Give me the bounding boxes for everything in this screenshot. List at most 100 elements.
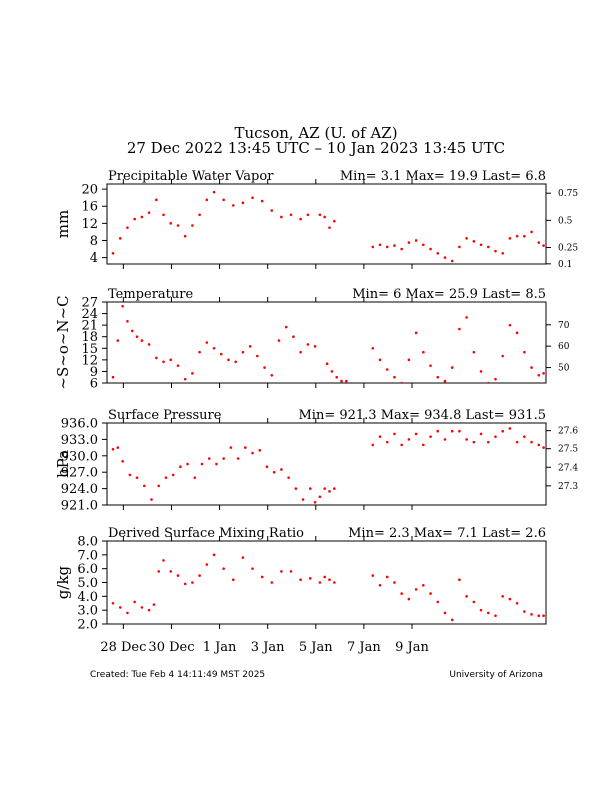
data-point — [393, 581, 396, 584]
data-point — [422, 443, 425, 447]
data-point — [393, 432, 396, 436]
y-tick-label: 21 — [81, 319, 98, 334]
data-point — [198, 350, 201, 354]
panel-title: Temperature — [108, 287, 193, 302]
panel-title: Surface Pressure — [108, 408, 222, 423]
data-point — [436, 375, 440, 379]
chart-title: Tucson, AZ (U. of AZ) — [234, 124, 397, 142]
data-point — [140, 215, 144, 219]
data-point — [318, 213, 322, 217]
data-point — [313, 345, 317, 348]
data-point — [414, 331, 418, 335]
data-series — [111, 190, 545, 263]
data-point — [429, 247, 432, 251]
data-point — [205, 563, 209, 566]
data-point — [330, 370, 334, 373]
data-point — [378, 243, 382, 247]
chart-subtitle: 27 Dec 2022 13:45 UTC – 10 Jan 2023 13:4… — [127, 139, 505, 157]
data-point — [414, 432, 418, 436]
y2-tick-label: 0.1 — [558, 260, 572, 270]
data-series — [111, 427, 545, 504]
data-point — [436, 429, 440, 433]
data-point — [318, 495, 322, 499]
data-point — [260, 575, 264, 579]
y-tick-label: 27 — [81, 296, 98, 311]
data-point — [479, 432, 483, 436]
data-point — [530, 230, 533, 234]
data-point — [270, 581, 274, 584]
y-tick-label: 924.0 — [61, 482, 98, 497]
y-tick-label: 7.0 — [77, 548, 98, 563]
data-point — [133, 600, 136, 604]
data-point — [222, 198, 225, 202]
data-point — [169, 358, 173, 362]
y-tick-label: 936.0 — [61, 417, 98, 432]
data-point — [140, 606, 144, 609]
data-point — [494, 435, 497, 438]
y2-tick-label: 70 — [558, 321, 570, 331]
data-point — [458, 429, 461, 433]
data-point — [335, 375, 339, 379]
data-point — [537, 241, 541, 244]
data-point — [328, 490, 331, 493]
data-point — [508, 323, 512, 327]
data-point — [472, 440, 476, 444]
data-point — [251, 196, 254, 199]
data-point — [515, 440, 519, 444]
data-point — [429, 364, 432, 367]
data-point — [436, 252, 440, 255]
data-point — [479, 608, 483, 612]
data-point — [422, 350, 425, 354]
institution-label: University of Arizona — [449, 670, 543, 680]
plot-frame — [106, 540, 547, 625]
data-point — [450, 618, 454, 622]
y-tick-label: 15 — [81, 342, 98, 357]
data-point — [308, 577, 312, 580]
data-point — [345, 379, 348, 383]
data-point — [400, 381, 403, 383]
data-point — [241, 556, 245, 559]
data-point — [256, 354, 259, 358]
y-tick-label: 3.0 — [77, 604, 98, 619]
data-point — [135, 335, 139, 339]
data-point — [162, 213, 165, 217]
panel-title: Precipitable Water Vapor — [108, 169, 274, 184]
data-point — [270, 373, 274, 377]
data-point — [465, 595, 468, 598]
created-timestamp: Created: Tue Feb 4 14:11:49 MST 2025 — [90, 670, 265, 680]
data-point — [231, 578, 235, 582]
data-point — [523, 610, 526, 613]
data-point — [135, 476, 139, 479]
data-point — [472, 240, 476, 243]
x-tick-label: 1 Jan — [203, 640, 237, 655]
data-point — [118, 237, 122, 240]
panel-stats: Min= 2.3 Max= 7.1 Last= 2.6 — [348, 526, 546, 541]
panel-4: 2.03.04.05.06.07.08.0 Derived Surface Mix… — [54, 526, 547, 633]
data-point — [215, 462, 218, 466]
data-point — [284, 325, 288, 329]
data-point — [299, 578, 302, 582]
y-tick-label: 12 — [81, 353, 98, 368]
y-tick-label: 933.0 — [61, 433, 98, 448]
data-point — [183, 234, 187, 238]
x-tick-label: 30 Dec — [148, 640, 194, 655]
data-point — [222, 457, 225, 460]
data-point — [414, 588, 418, 591]
data-point — [472, 350, 476, 354]
data-point — [248, 345, 252, 348]
data-point — [287, 476, 290, 479]
data-point — [458, 327, 461, 331]
data-point — [280, 468, 283, 471]
data-point — [323, 215, 326, 219]
data-point — [530, 366, 533, 369]
data-point — [219, 352, 223, 356]
data-point — [212, 346, 216, 350]
data-point — [222, 567, 225, 570]
y-tick-label: 930.0 — [61, 449, 98, 464]
data-point — [385, 245, 389, 249]
data-point — [171, 473, 175, 477]
y-tick-label: 6 — [90, 377, 98, 392]
data-point — [157, 570, 161, 573]
data-point — [479, 370, 483, 373]
